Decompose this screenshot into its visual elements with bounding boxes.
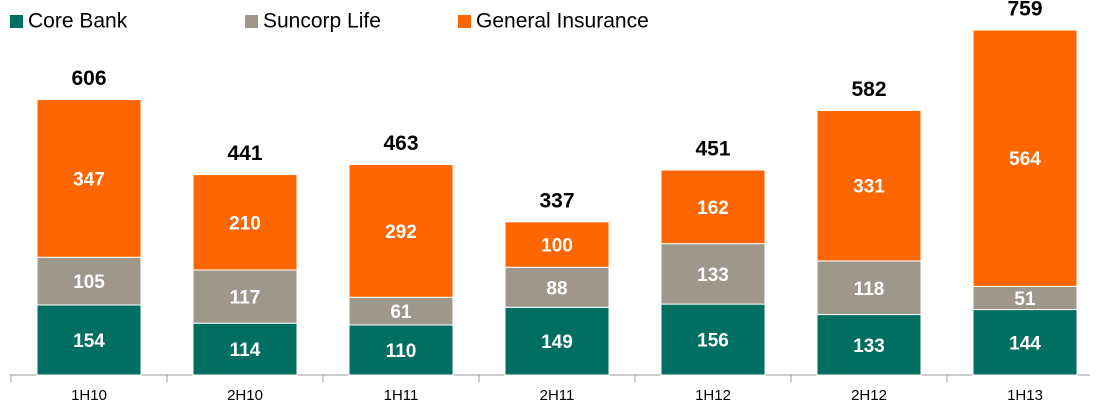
- bar-segment: [504, 306, 610, 376]
- legend-swatch: [458, 15, 471, 28]
- bar-segment: [660, 169, 766, 245]
- segment-label: 154: [73, 331, 105, 352]
- segment-label: 292: [385, 222, 417, 243]
- segment-label: 564: [1009, 149, 1041, 170]
- segment-label: 100: [541, 236, 573, 257]
- segment-label: 88: [546, 278, 567, 299]
- segment-label: 149: [541, 332, 573, 353]
- bar-segment: [816, 109, 922, 262]
- segment-label: 156: [697, 331, 729, 352]
- bar-segment: [36, 304, 142, 376]
- total-label: 582: [851, 78, 886, 101]
- segment-label: 61: [390, 302, 412, 323]
- segment-label: 347: [73, 169, 105, 190]
- x-tick-label: 1H12: [695, 387, 731, 404]
- x-tick-label: 2H10: [227, 387, 263, 404]
- segment-label: 105: [73, 272, 105, 293]
- segment-label: 133: [853, 336, 885, 357]
- legend-label: General Insurance: [476, 10, 649, 33]
- total-label: 463: [383, 132, 418, 155]
- segment-label: 210: [229, 213, 261, 234]
- bar-segment: [192, 174, 298, 271]
- segment-label: 117: [230, 288, 261, 309]
- legend-label: Core Bank: [28, 10, 128, 33]
- segment-label: 331: [853, 177, 885, 198]
- segment-label: 110: [386, 341, 417, 362]
- bar-segment: [192, 269, 298, 324]
- legend-swatch: [10, 15, 23, 28]
- segment-label: 118: [854, 279, 885, 300]
- segment-label: 144: [1009, 333, 1041, 354]
- x-tick-label: 2H11: [540, 387, 575, 404]
- bar-segment: [348, 164, 454, 298]
- legend-swatch: [245, 15, 258, 28]
- bar-segment: [348, 324, 454, 376]
- bar-segment: [660, 243, 766, 305]
- bar-segment: [660, 303, 766, 376]
- x-tick-label: 1H10: [71, 387, 107, 404]
- bar-segment: [816, 260, 922, 316]
- bar-segment: [504, 221, 610, 268]
- segment-label: 51: [1014, 289, 1036, 310]
- legend-label: Suncorp Life: [263, 10, 381, 33]
- bar-segment: [816, 314, 922, 376]
- bar-segment: [348, 296, 454, 326]
- total-label: 451: [695, 138, 730, 161]
- x-tick-label: 1H13: [1007, 387, 1043, 404]
- total-label: 441: [227, 142, 262, 165]
- bar-segment: [36, 99, 142, 258]
- bar-segment: [972, 309, 1078, 376]
- segment-label: 114: [230, 340, 261, 361]
- bar-segment: [972, 29, 1078, 287]
- segment-label: 162: [697, 198, 729, 219]
- x-tick-label: 2H12: [851, 387, 887, 404]
- total-label: 337: [539, 189, 574, 212]
- x-tick-label: 1H11: [384, 387, 419, 404]
- segment-label: 133: [697, 265, 729, 286]
- total-label: 606: [71, 67, 106, 90]
- bar-segment: [192, 322, 298, 376]
- total-label: 759: [1007, 0, 1042, 21]
